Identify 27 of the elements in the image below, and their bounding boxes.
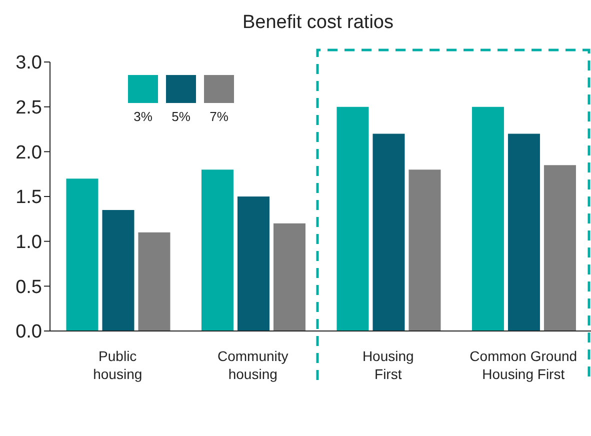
y-tick-label: 0.0 bbox=[16, 322, 42, 343]
legend-label: 7% bbox=[210, 109, 228, 124]
y-tick-label: 1.0 bbox=[16, 232, 42, 254]
bar bbox=[138, 232, 170, 331]
x-tick-label: Community housing bbox=[217, 348, 288, 382]
x-tick-label: Common Ground Housing First bbox=[470, 348, 578, 382]
y-tick-label: 1.5 bbox=[16, 187, 42, 208]
bar bbox=[201, 170, 234, 331]
bar bbox=[273, 223, 306, 331]
y-tick-label: 2.0 bbox=[16, 142, 42, 164]
x-tick-label: Housing First bbox=[362, 348, 414, 382]
bar bbox=[408, 170, 441, 331]
bar bbox=[472, 106, 504, 331]
y-tick-label: 3.0 bbox=[16, 52, 42, 74]
bar bbox=[372, 134, 405, 331]
legend-label: 5% bbox=[172, 109, 190, 124]
chart-title: Benefit cost ratios bbox=[241, 12, 395, 34]
bar bbox=[336, 106, 369, 331]
legend-label: 3% bbox=[134, 109, 152, 124]
y-tick-label: 2.5 bbox=[16, 98, 42, 119]
bar bbox=[544, 165, 576, 331]
y-tick-label: 0.5 bbox=[16, 276, 42, 298]
bar bbox=[66, 178, 98, 331]
bar bbox=[508, 134, 540, 331]
bar bbox=[102, 210, 134, 331]
bar bbox=[237, 196, 270, 331]
x-tick-label: Public housing bbox=[93, 348, 142, 382]
